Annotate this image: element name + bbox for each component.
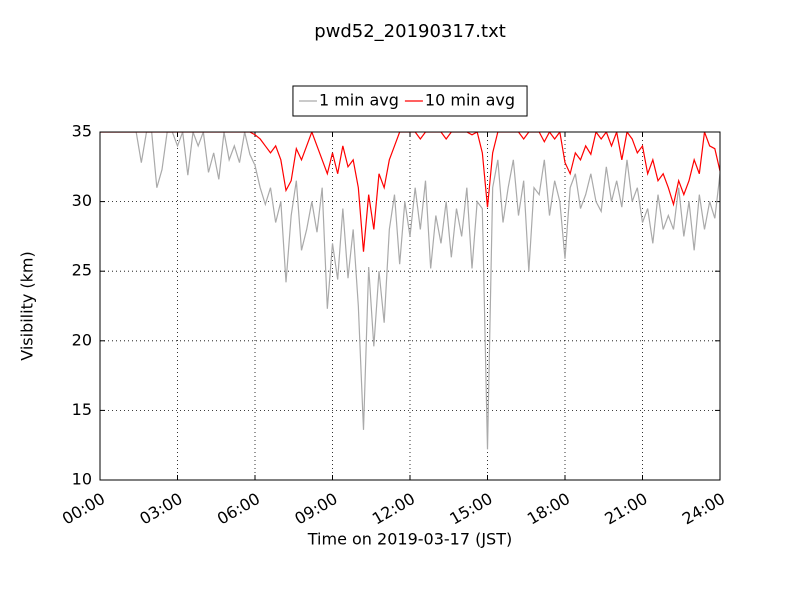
- plot-area: 10 15 20 25 30 35 00:00 03:00 06:00 09:00 12:00 15:…: [59, 122, 728, 529]
- y-tick-label: 35: [72, 122, 92, 141]
- y-tick-label: 20: [72, 330, 92, 349]
- y-tick-label: 15: [72, 400, 92, 419]
- x-tick-label: 24:00: [679, 489, 728, 529]
- x-tick-label: 12:00: [369, 489, 418, 529]
- y-tick-label: 30: [72, 191, 92, 210]
- legend-label: 1 min avg: [319, 91, 399, 110]
- legend-label: 10 min avg: [425, 91, 515, 110]
- y-tick-label: 25: [72, 261, 92, 280]
- x-tick-label: 21:00: [601, 489, 650, 529]
- legend: 1 min avg 10 min avg: [292, 85, 528, 117]
- plot-frame: [99, 131, 721, 481]
- x-tick-label: 18:00: [524, 489, 573, 529]
- x-tick-label: 00:00: [59, 489, 108, 529]
- x-tick-label: 09:00: [291, 489, 340, 529]
- x-axis-label: Time on 2019-03-17 (JST): [307, 530, 512, 549]
- y-axis-label: Visibility (km): [18, 251, 37, 360]
- y-tick-label: 10: [72, 470, 92, 489]
- chart-title: pwd52_20190317.txt: [314, 21, 506, 42]
- x-tick-label: 03:00: [136, 489, 185, 529]
- x-tick-label: 15:00: [446, 489, 495, 529]
- series-line: [100, 132, 720, 450]
- x-tick-label: 06:00: [214, 489, 263, 529]
